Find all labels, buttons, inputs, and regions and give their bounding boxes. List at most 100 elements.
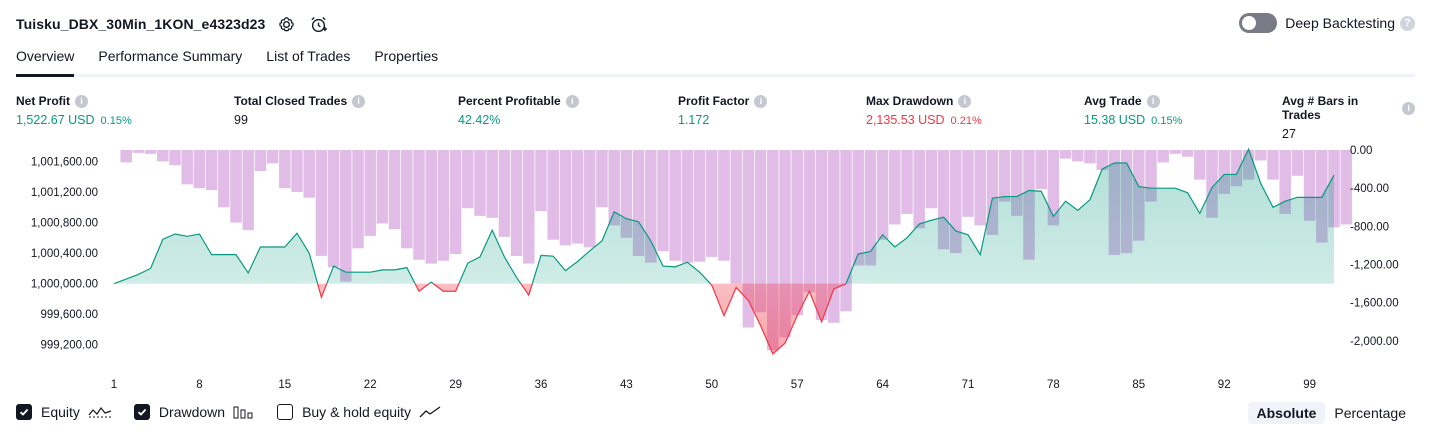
drawdown-bar [266, 150, 279, 164]
checkbox-checked[interactable] [133, 404, 150, 420]
drawdown-bar [425, 150, 437, 264]
drawdown-bar [559, 150, 572, 246]
drawdown-bar [1169, 150, 1182, 154]
drawdown-bar [1035, 150, 1047, 190]
drawdown-bar [144, 150, 157, 154]
drawdown-bar [889, 150, 901, 225]
absolute-button[interactable]: Absolute [1247, 402, 1326, 424]
scale-mode-switch: Absolute Percentage [1247, 402, 1416, 424]
drawdown-bar [706, 150, 718, 257]
drawdown-bar [596, 150, 608, 208]
drawdown-bar [1047, 150, 1060, 226]
drawdown-bar [486, 150, 498, 218]
metric-value: 42.42% [458, 113, 501, 127]
info-icon[interactable]: i [958, 94, 972, 108]
metric-value: 27 [1282, 127, 1296, 141]
drawdown-bar [840, 150, 852, 312]
drawdown-bar [998, 150, 1011, 202]
info-icon[interactable]: i [565, 94, 579, 108]
drawdown-bar [279, 150, 291, 189]
metric-sub: 0.15% [100, 115, 132, 127]
drawdown-bar [1194, 150, 1206, 180]
x-axis-tick: 43 [620, 379, 633, 391]
drawdown-bar [608, 150, 620, 226]
equity-drawdown-chart[interactable]: 1,001,600.00 1,001,200.00 1,000,800.00 1,00… [0, 140, 1431, 395]
drawdown-bar [303, 150, 315, 198]
metric-value: 1,522.67 USD [16, 113, 95, 127]
percentage-button[interactable]: Percentage [1334, 405, 1406, 421]
drawdown-bar [315, 150, 328, 256]
help-icon[interactable]: ? [1400, 15, 1415, 31]
drawdown-bar [962, 150, 974, 217]
buy-hold-checkbox[interactable]: Buy & hold equity [277, 404, 441, 420]
equity-line-positive [113, 147, 1335, 284]
x-axis-tick: 85 [1132, 379, 1145, 391]
drawdown-bar [620, 150, 633, 238]
x-axis-tick: 71 [962, 379, 975, 391]
x-axis-tick: 22 [364, 379, 377, 391]
drawdown-bar [413, 150, 425, 260]
tab-performance-summary[interactable]: Performance Summary [98, 48, 243, 64]
metric-label: Net Profit [16, 94, 70, 108]
drawdown-bar [742, 150, 755, 328]
drawdown-bar [864, 150, 877, 266]
equity-area-positive [114, 149, 1334, 284]
x-axis-tick: 15 [278, 379, 291, 391]
tab-overview[interactable]: Overview [16, 48, 75, 77]
drawdown-bar [1303, 150, 1316, 221]
drawdown-bar [230, 150, 242, 223]
drawdown-bar [986, 150, 999, 235]
drawdown-bar [401, 150, 413, 249]
equity-checkbox[interactable]: Equity [16, 404, 112, 420]
deep-backtesting-toggle[interactable] [1239, 13, 1278, 33]
drawdown-bar [1072, 150, 1084, 162]
drawdown-bar [1157, 150, 1169, 163]
drawdown-axis-tick: -2,000.00 [1350, 336, 1399, 348]
drawdown-bar [1267, 150, 1279, 180]
drawdown-bar [1340, 150, 1352, 225]
drawdown-bar [364, 150, 376, 236]
metric-label: Max Drawdown [866, 94, 954, 108]
drawdown-checkbox[interactable]: Drawdown [133, 404, 255, 420]
equity-axis-tick: 1,000,400.00 [31, 248, 98, 260]
x-axis-tick: 92 [1218, 379, 1231, 391]
metric-sub: 0.21% [950, 115, 982, 127]
info-icon[interactable]: i [754, 94, 768, 108]
checkbox-unchecked[interactable] [277, 404, 294, 420]
drawdown-bar [1011, 150, 1023, 216]
drawdown-bar [571, 150, 584, 244]
info-icon[interactable]: i [75, 94, 88, 108]
drawdown-bar [291, 150, 303, 192]
equity-line-negative [113, 283, 847, 355]
drawdown-bar [937, 150, 950, 250]
buy-hold-label: Buy & hold equity [302, 404, 412, 420]
gear-icon[interactable] [275, 13, 297, 35]
info-icon[interactable]: i [1402, 101, 1415, 115]
tab-properties[interactable]: Properties [374, 48, 439, 64]
metric-net-profit: Net Profit i 1,522.67 USD 0.15% [16, 94, 132, 127]
drawdown-bar [730, 150, 742, 284]
metric-max-drawdown: Max Drawdown i 2,135.53 USD 0.21% [866, 94, 982, 127]
x-axis-tick: 57 [791, 379, 804, 391]
metric-sub: 0.15% [1151, 115, 1183, 127]
equity-axis-tick: 1,001,200.00 [31, 187, 98, 199]
drawdown-bar [449, 150, 462, 255]
drawdown-bar [1255, 150, 1267, 161]
checkbox-checked[interactable] [16, 404, 32, 420]
metric-label: Percent Profitable [458, 94, 561, 108]
info-icon[interactable]: i [352, 94, 366, 108]
metric-percent-profitable: Percent Profitable i 42.42% [458, 94, 579, 127]
drawdown-bar [1291, 150, 1304, 176]
info-icon[interactable]: i [1146, 94, 1160, 108]
drawdown-bars-icon [233, 405, 255, 419]
drawdown-bar [681, 150, 694, 263]
drawdown-bar [132, 150, 145, 153]
alarm-add-icon[interactable] [307, 13, 329, 35]
x-axis-tick: 99 [1303, 379, 1316, 391]
drawdown-bar [1230, 150, 1243, 187]
deep-backtesting-label: Deep Backtesting [1285, 15, 1395, 31]
drawdown-bar [913, 150, 925, 229]
tab-list-of-trades[interactable]: List of Trades [266, 48, 351, 64]
drawdown-bar [462, 150, 474, 209]
metric-label: Profit Factor [678, 94, 750, 108]
